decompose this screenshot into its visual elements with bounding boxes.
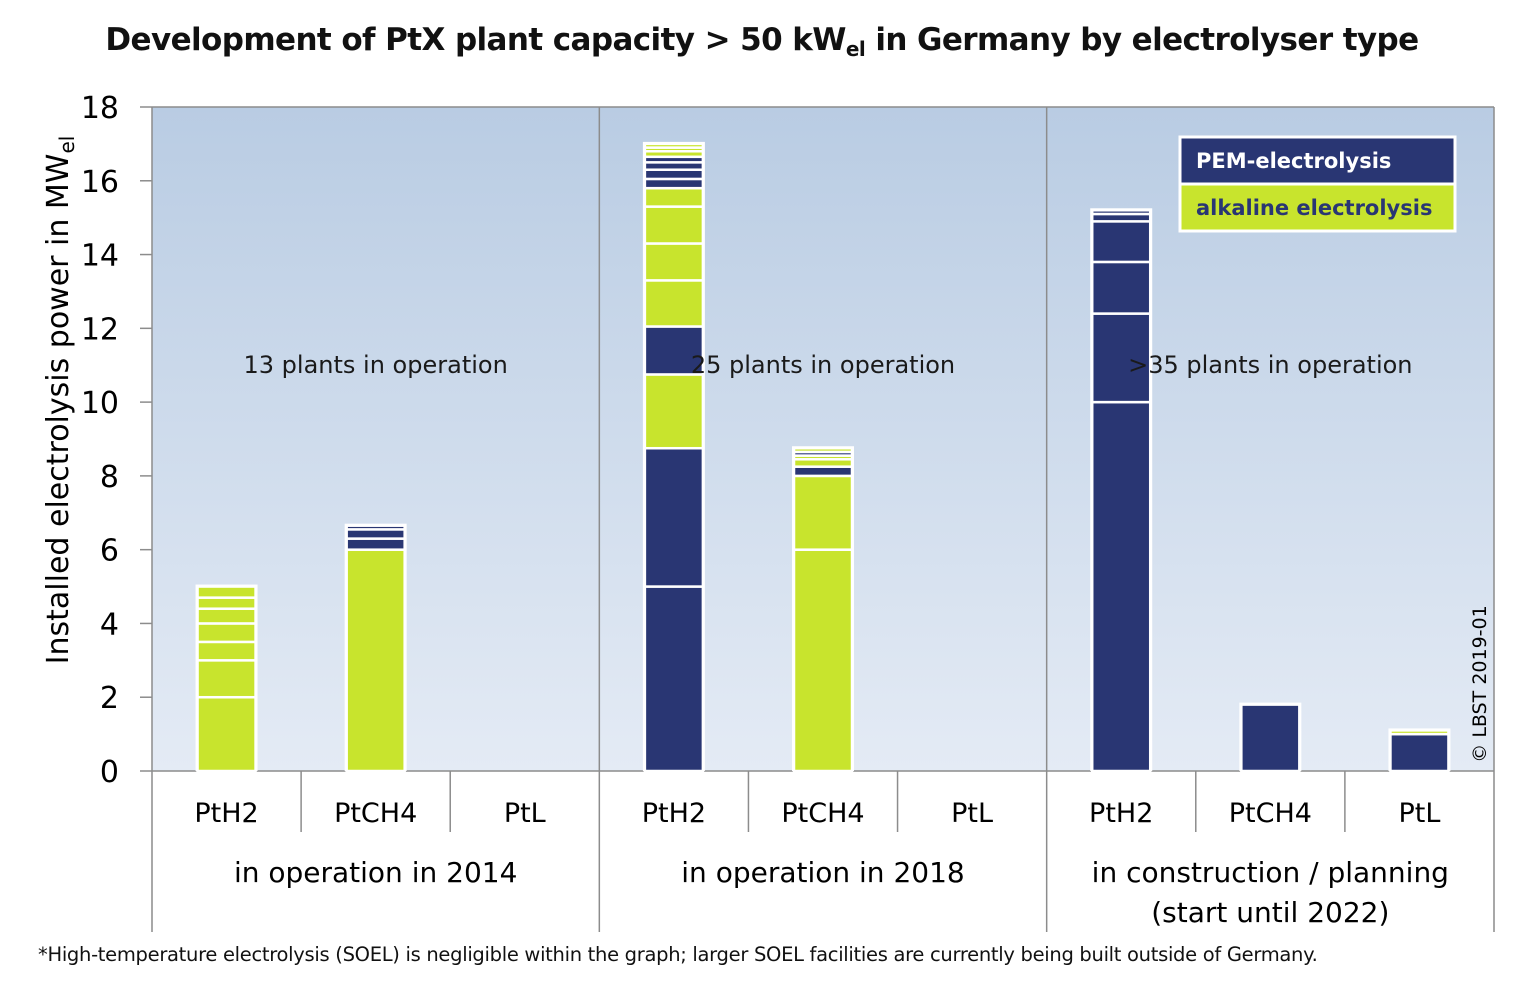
- bar-segment-alkaline: [792, 548, 854, 773]
- y-tick-label: 12: [81, 312, 119, 347]
- legend-swatch-alkaline: [1178, 182, 1457, 233]
- group-label: in operation in 2014: [234, 856, 517, 889]
- bar-segment-alkaline: [196, 695, 257, 773]
- bar-segment-alkaline: [196, 596, 257, 610]
- y-tick-label: 16: [81, 165, 119, 200]
- bar-segment-pem: [1090, 312, 1152, 404]
- y-tick-label: 10: [81, 386, 119, 421]
- group-label: (start until 2022): [1151, 896, 1389, 929]
- category-label: PtL: [1398, 798, 1440, 829]
- bar-segment-alkaline: [345, 548, 406, 773]
- bar-segment-pem: [1090, 209, 1152, 216]
- bar-segment-pem: [1090, 400, 1152, 773]
- bar-segment-alkaline: [196, 622, 257, 644]
- category-label: PtH2: [1089, 798, 1153, 829]
- bar-segment-alkaline: [643, 373, 705, 450]
- category-label: PtL: [951, 798, 993, 829]
- y-tick-label: 6: [100, 534, 119, 569]
- bar-segment-alkaline: [792, 446, 854, 454]
- category-label: PtH2: [642, 798, 706, 829]
- bar-segment-pem: [792, 465, 854, 478]
- category-label: PtL: [504, 798, 546, 829]
- bar-segment-pem: [345, 528, 406, 540]
- bar-segment-alkaline: [196, 585, 257, 599]
- y-axis-label-main: Installed electrolysis power in MW: [41, 154, 76, 665]
- bar-segment-pem: [345, 524, 406, 531]
- chart-title: Development of PtX plant capacity > 50 k…: [0, 22, 1524, 61]
- group-annotation: >35 plants in operation: [1128, 351, 1412, 379]
- legend-swatch-pem: [1178, 135, 1457, 186]
- chart-title-subscript: el: [845, 37, 866, 61]
- bar-segment-pem: [1240, 703, 1301, 773]
- group-label: in operation in 2018: [681, 856, 964, 889]
- bar-segment-pem: [643, 177, 705, 190]
- chart-title-main: Development of PtX plant capacity > 50 k…: [105, 22, 846, 58]
- bar-segment-alkaline: [643, 142, 705, 149]
- y-tick-label: 18: [81, 91, 119, 126]
- bar-segment-pem: [1090, 260, 1152, 315]
- bar-segment-pem: [643, 325, 705, 376]
- category-label: PtCH4: [334, 798, 417, 829]
- category-label: PtH2: [194, 798, 258, 829]
- group-annotation: 13 plants in operation: [244, 351, 508, 379]
- group-label: in construction / planning: [1092, 856, 1449, 889]
- y-axis-label: Installed electrolysis power in MWel: [41, 136, 79, 665]
- y-tick-label: 8: [100, 460, 119, 495]
- y-tick-label: 4: [100, 607, 119, 642]
- bar-segment-pem: [1389, 732, 1450, 773]
- bar-segment-alkaline: [196, 640, 257, 662]
- legend-label-alkaline: alkaline electrolysis: [1196, 196, 1432, 220]
- bar-segment-pem: [643, 168, 705, 181]
- footnote: *High-temperature electrolysis (SOEL) is…: [38, 943, 1318, 966]
- y-tick-label: 2: [100, 681, 119, 716]
- bar-segment-alkaline: [196, 607, 257, 625]
- bar-segment-alkaline: [792, 474, 854, 551]
- bar-segment-alkaline: [643, 242, 705, 282]
- y-tick-label: 0: [100, 755, 119, 790]
- bar-segment-alkaline: [643, 279, 705, 328]
- bar-segment-pem: [345, 537, 406, 551]
- y-tick-label: 14: [81, 239, 119, 274]
- bar-segment-alkaline: [1389, 729, 1450, 736]
- bar-segment-pem: [643, 446, 705, 588]
- bar-segment-pem: [643, 585, 705, 773]
- legend-label-pem: PEM-electrolysis: [1196, 149, 1391, 173]
- bar-segment-alkaline: [643, 186, 705, 208]
- category-label: PtCH4: [781, 798, 864, 829]
- bar-segment-pem: [1090, 220, 1152, 264]
- copyright-label: © LBST 2019-01: [1469, 605, 1491, 762]
- chart-title-rest: in Germany by electrolyser type: [865, 22, 1419, 58]
- category-label: PtCH4: [1229, 798, 1312, 829]
- bar-segment-alkaline: [643, 205, 705, 245]
- y-axis-label-subscript: el: [55, 136, 79, 154]
- bar-segment-alkaline: [196, 659, 257, 699]
- group-annotation: 25 plants in operation: [691, 351, 955, 379]
